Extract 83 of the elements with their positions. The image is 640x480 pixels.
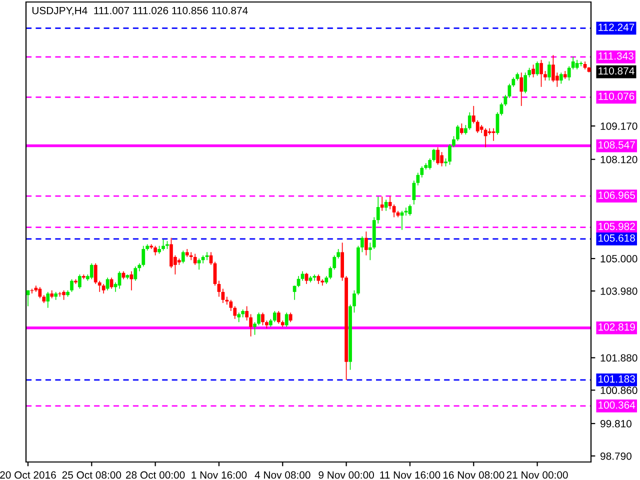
candlestick (284, 312, 288, 328)
candlestick (456, 124, 460, 142)
y-tick-label: 101.880 (600, 354, 638, 362)
candlestick (162, 239, 165, 252)
x-tick-label: 1 Nov 16:00 (192, 471, 247, 479)
text: 110.874 (598, 67, 634, 75)
candlestick (106, 277, 110, 291)
candlestick (448, 144, 452, 166)
candlestick (460, 123, 464, 135)
candlestick (320, 278, 324, 286)
candlestick (575, 59, 579, 70)
y-tick-label: 103.980 (600, 287, 638, 295)
y-tick-label: 108.120 (600, 156, 638, 164)
candlestick (90, 262, 94, 280)
y-tick-label: 105.000 (600, 255, 638, 262)
candlestick (316, 274, 320, 284)
ref-line-label: 102.819 (598, 323, 635, 331)
candlestick (276, 310, 280, 324)
candlestick (78, 274, 82, 290)
y-tick-label: 100.860 (600, 386, 638, 394)
candlestick (257, 312, 260, 326)
candlestick (38, 286, 42, 299)
candlestick (102, 284, 106, 294)
x-tick-label: 4 Nov 08:00 (254, 471, 310, 479)
x-tick-label: 16 Nov 08:00 (443, 471, 504, 479)
ref-line-label: 101.183 (598, 375, 635, 383)
x-tick-label: 11 Nov 16:00 (380, 471, 440, 479)
candlestick (130, 270, 134, 291)
candlestick (536, 61, 539, 76)
candlestick (452, 136, 456, 148)
candlestick (552, 54, 555, 83)
x-tick-label: 25 Oct 08:00 (62, 471, 122, 479)
candlestick (384, 199, 388, 212)
candlestick (253, 322, 256, 336)
candlestick (559, 72, 563, 84)
candlestick (392, 204, 396, 218)
candlestick (134, 266, 138, 282)
candlestick (154, 245, 158, 256)
candlestick (62, 290, 66, 300)
x-tick-label: 20 Oct 2016 (0, 471, 56, 479)
ref-line-label: 108.547 (598, 141, 635, 149)
candlestick (520, 72, 524, 106)
ref-line-label: 105.982 (598, 222, 635, 230)
candlestick (288, 312, 292, 323)
candlestick (360, 236, 364, 253)
candlestick (484, 128, 488, 148)
candlestick (544, 70, 547, 81)
ref-line-label: 100.364 (598, 401, 636, 409)
candlestick (468, 112, 472, 130)
candlestick (193, 253, 197, 266)
candlestick (380, 196, 384, 212)
candlestick (352, 290, 356, 314)
candlestick (476, 120, 480, 134)
candlestick (197, 258, 201, 270)
candlestick (249, 314, 252, 337)
ref-line-label: 112.247 (598, 24, 634, 31)
candlestick (261, 312, 264, 326)
candlestick (170, 237, 173, 268)
ref-line-label: 105.618 (598, 234, 635, 242)
ref-line-label: 111.343 (598, 52, 634, 60)
candlestick (364, 231, 368, 256)
x-tick-label: 9 Nov 00:00 (318, 471, 374, 479)
candlestick (532, 64, 535, 78)
ref-line-label: 106.965 (598, 191, 635, 199)
candlestick (237, 312, 241, 323)
candlestick (272, 310, 276, 323)
candlestick (524, 72, 528, 94)
candlestick (181, 250, 185, 264)
candlestick (189, 252, 193, 261)
x-tick-label: 21 Nov 00:00 (506, 471, 568, 479)
candlestick (245, 306, 249, 321)
x-tick-label: 28 Oct 00:00 (126, 471, 185, 479)
candlestick (46, 292, 50, 308)
candlestick (436, 146, 440, 166)
ref-line-label: 110.076 (598, 92, 634, 100)
y-tick-label: 99.810 (600, 420, 632, 428)
candlestick (70, 278, 74, 292)
y-tick-label: 98.790 (600, 452, 632, 460)
y-tick-label: 109.170 (600, 122, 638, 130)
candlestick (540, 59, 543, 88)
candlestick (548, 61, 551, 81)
candlestick (440, 152, 444, 167)
chart-title: USDJPY,H4 111.007 111.026 110.856 110.874 (32, 6, 248, 16)
